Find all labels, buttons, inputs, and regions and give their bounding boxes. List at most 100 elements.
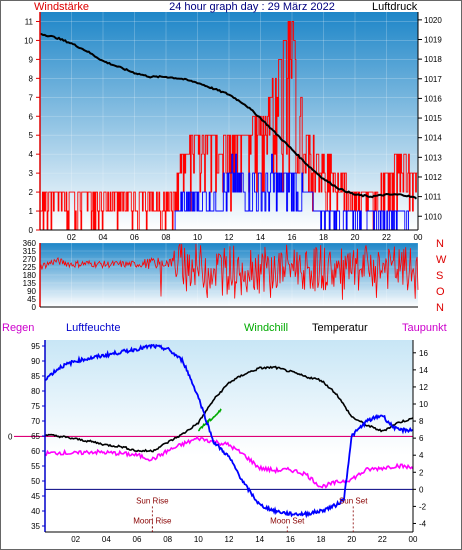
- wind-direction-series: [39, 243, 419, 300]
- climate-x-tick-label: 08: [163, 535, 172, 544]
- climate-x-tick-label: 00: [409, 535, 418, 544]
- event-label: Moon Set: [270, 516, 305, 525]
- direction-tick-label: 135: [23, 279, 37, 288]
- direction-compass-label: O: [436, 286, 445, 298]
- direction-tick-label: 225: [23, 263, 37, 272]
- temperature-tick-label: -4: [419, 519, 427, 528]
- direction-tick-label: 90: [27, 287, 36, 296]
- event-label: Moon Rise: [133, 516, 172, 525]
- wind-x-tick-label: 16: [288, 233, 297, 242]
- direction-tick-label: 270: [23, 255, 37, 264]
- climate-x-tick-label: 02: [71, 535, 80, 544]
- humidity-series: [45, 343, 413, 519]
- event-label: Sun Set: [339, 496, 368, 505]
- humidity-tick-label: 45: [31, 492, 40, 501]
- humidity-tick-label: 35: [31, 522, 40, 531]
- rain-label: Regen: [2, 322, 34, 334]
- event-label: Sun Rise: [136, 496, 169, 505]
- temperature-label: Temperatur: [312, 322, 368, 334]
- wind-x-tick-label: 04: [99, 233, 108, 242]
- wind-label: Windstärke: [34, 1, 89, 13]
- humidity-tick-label: 65: [31, 432, 40, 441]
- pressure-tick-label: 1011: [424, 193, 442, 202]
- wind-tick-label: 9: [29, 55, 34, 64]
- wind-tick-label: 5: [29, 131, 34, 140]
- wind-pressure-tick-labels: 0123456789101110101011101210131014101510…: [24, 16, 442, 242]
- climate-gridlines: [14, 435, 413, 490]
- direction-tick-label: 0: [32, 303, 37, 312]
- pressure-tick-label: 1014: [424, 134, 442, 143]
- temperature-series: [44, 365, 414, 453]
- direction-tick-label: 45: [27, 295, 36, 304]
- climate-x-tick-label: 06: [133, 535, 142, 544]
- climate-x-tick-label: 04: [102, 535, 111, 544]
- direction-tick-label: 315: [23, 247, 37, 256]
- humidity-tick-label: 70: [31, 417, 40, 426]
- wind-x-tick-label: 12: [225, 233, 234, 242]
- wind-x-tick-label: 22: [382, 233, 391, 242]
- temperature-tick-label: 12: [419, 383, 428, 392]
- climate-x-tick-label: 18: [317, 535, 326, 544]
- direction-tick-label: 360: [23, 239, 37, 248]
- pressure-label: Luftdruck: [372, 1, 418, 13]
- wind-x-tick-label: 20: [351, 233, 360, 242]
- wind-x-tick-label: 02: [67, 233, 76, 242]
- dewpoint-series: [44, 435, 414, 489]
- wind-tick-label: 1: [29, 207, 34, 216]
- wind-x-tick-label: 18: [319, 233, 328, 242]
- pressure-tick-label: 1016: [424, 94, 442, 103]
- wind-x-tick-label: 14: [256, 233, 265, 242]
- direction-compass-label: W: [436, 254, 447, 266]
- temperature-tick-label: 4: [419, 451, 424, 460]
- temperature-tick-label: -2: [419, 502, 427, 511]
- sun-moon-events: Sun Rise Moon Rise Sun Set Moon Set: [133, 496, 368, 532]
- wind-tick-label: 11: [25, 17, 34, 26]
- wind-tick-label: 3: [29, 169, 34, 178]
- pressure-tick-label: 1018: [424, 55, 442, 64]
- wind-tick-label: 7: [29, 93, 34, 102]
- climate-x-tick-label: 12: [225, 535, 234, 544]
- pressure-tick-label: 1013: [424, 153, 442, 162]
- pressure-tick-label: 1017: [424, 75, 442, 84]
- climate-x-tick-label: 20: [347, 535, 356, 544]
- temperature-tick-label: 2: [419, 468, 424, 477]
- climate-x-tick-label: 22: [378, 535, 387, 544]
- temperature-tick-label: 16: [419, 349, 428, 358]
- climate-series: [44, 343, 414, 519]
- wind-tick-label: 10: [24, 36, 33, 45]
- climate-x-tick-label: 14: [255, 535, 264, 544]
- wind-tick-label: 2: [29, 188, 34, 197]
- direction-compass-label: N: [436, 302, 444, 314]
- wind-x-tick-label: 06: [130, 233, 139, 242]
- wind-direction-series: [39, 243, 419, 300]
- pressure-tick-label: 1012: [424, 173, 442, 182]
- chart-title: 24 hour graph day : 29 März 2022: [169, 1, 335, 13]
- pressure-tick-label: 1010: [424, 212, 442, 221]
- pressure-series: [39, 32, 418, 200]
- temperature-tick-label: 8: [419, 417, 424, 426]
- windchill-series: [197, 408, 222, 432]
- direction-tick-label: 180: [23, 271, 37, 280]
- wind-tick-label: 4: [29, 150, 34, 159]
- temperature-tick-label: 0: [419, 485, 424, 494]
- wind-x-tick-label: 00: [414, 233, 423, 242]
- humidity-tick-label: 95: [31, 342, 40, 351]
- humidity-tick-label: 80: [31, 387, 40, 396]
- pressure-tick-label: 1020: [424, 16, 442, 25]
- wind-tick-label: 6: [29, 112, 34, 121]
- wind-x-tick-label: 08: [162, 233, 171, 242]
- humidity-tick-label: 85: [31, 372, 40, 381]
- climate-x-tick-label: 10: [194, 535, 203, 544]
- direction-compass-label: S: [436, 270, 443, 282]
- humidity-tick-label: 60: [31, 447, 40, 456]
- pressure-tick-label: 1015: [424, 114, 442, 123]
- wind-tick-label: 8: [29, 74, 34, 83]
- temperature-tick-label: 10: [419, 400, 428, 409]
- humidity-label: Luftfeuchte: [66, 322, 120, 334]
- humidity-tick-label: 50: [31, 477, 40, 486]
- humidity-tick-label: 90: [31, 357, 40, 366]
- humidity-tick-label: 55: [31, 462, 40, 471]
- pressure-tick-label: 1019: [424, 35, 442, 44]
